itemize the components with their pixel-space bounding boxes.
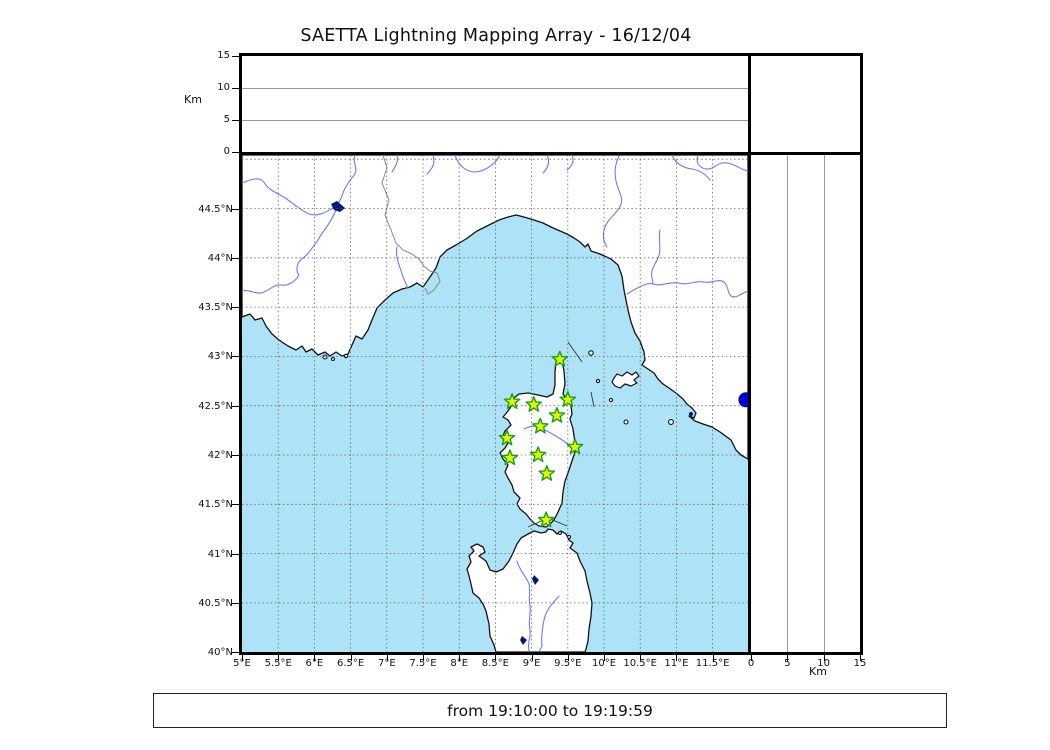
station-star-marker bbox=[501, 449, 519, 466]
station-star-marker bbox=[548, 406, 566, 423]
altitude-axis-label-top: Km bbox=[184, 93, 202, 106]
station-markers bbox=[498, 350, 584, 528]
altitude-tick-mark-top bbox=[232, 56, 239, 57]
lat-tick-label: 43.5°N bbox=[198, 302, 233, 314]
altitude-tick-label-top: 15 bbox=[217, 50, 230, 61]
station-star-marker bbox=[503, 393, 521, 409]
page-title: SAETTA Lightning Mapping Array - 16/12/0… bbox=[300, 26, 692, 46]
lat-tick-label: 44°N bbox=[207, 252, 233, 264]
lon-tick-label: 11°E bbox=[664, 658, 689, 669]
lightning-event-dot bbox=[738, 392, 748, 408]
altitude-tick-mark-right bbox=[823, 655, 825, 661]
time-range-label: from 19:10:00 to 19:19:59 bbox=[447, 701, 653, 720]
lon-tick-mark bbox=[604, 655, 605, 661]
lat-tick-label: 42.5°N bbox=[198, 400, 233, 412]
lon-tick-mark bbox=[242, 655, 243, 661]
station-star-marker bbox=[525, 396, 543, 412]
lon-tick-label: 8.5°E bbox=[481, 658, 509, 669]
altitude-tick-mark-top bbox=[232, 88, 239, 89]
lon-tick-mark bbox=[712, 655, 714, 661]
lat-tick-mark bbox=[232, 307, 239, 309]
time-range-box: from 19:10:00 to 19:19:59 bbox=[153, 693, 947, 728]
lon-tick-label: 6°E bbox=[305, 658, 324, 669]
lakes bbox=[331, 201, 693, 645]
lat-tick-label: 41°N bbox=[207, 548, 233, 560]
lon-tick-label: 6.5°E bbox=[336, 658, 365, 669]
lon-tick-mark bbox=[676, 655, 678, 661]
corner-panel bbox=[748, 53, 863, 155]
station-star-marker bbox=[538, 465, 556, 481]
altitude-gridline bbox=[242, 88, 748, 89]
altitude-gridline bbox=[242, 120, 748, 121]
lon-tick-mark bbox=[350, 655, 352, 661]
graticule-gridlines bbox=[242, 155, 748, 652]
lon-tick-label: 10°E bbox=[591, 658, 617, 669]
lon-tick-label: 11.5°E bbox=[695, 658, 730, 669]
altitude-tick-mark-right bbox=[751, 655, 752, 661]
lat-tick-mark bbox=[232, 652, 239, 654]
altitude-gridline bbox=[823, 155, 825, 652]
station-star-marker bbox=[529, 446, 547, 463]
lat-tick-label: 44.5°N bbox=[198, 203, 233, 215]
map-canvas bbox=[242, 155, 748, 652]
lon-tick-mark bbox=[314, 655, 316, 661]
altitude-tick-label-top: 0 bbox=[223, 146, 230, 157]
lat-tick-mark bbox=[232, 208, 239, 210]
altitude-tick-mark-top bbox=[232, 152, 239, 153]
lat-tick-mark bbox=[232, 356, 239, 358]
lon-tick-label: 9.5°E bbox=[554, 658, 582, 669]
altitude-tick-label-top: 10 bbox=[217, 82, 230, 93]
altitude-latitude-panel bbox=[748, 152, 863, 655]
lat-tick-label: 40.5°N bbox=[198, 597, 233, 609]
lon-tick-mark bbox=[423, 655, 424, 661]
lon-tick-mark bbox=[640, 655, 642, 661]
station-star-marker bbox=[559, 391, 577, 407]
altitude-tick-mark-right bbox=[860, 655, 861, 661]
lon-tick-mark bbox=[278, 655, 280, 661]
altitude-tick-mark-right bbox=[787, 655, 789, 661]
station-star-marker bbox=[537, 511, 555, 528]
lon-tick-label: 8°E bbox=[450, 658, 469, 669]
altitude-tick-label-right: 5 bbox=[784, 658, 791, 669]
rivers bbox=[242, 155, 748, 652]
altitude-axis-label-right: Km bbox=[809, 665, 827, 678]
lat-tick-label: 41.5°N bbox=[198, 499, 233, 511]
station-star-marker bbox=[551, 350, 569, 367]
altitude-tick-label-right: 15 bbox=[853, 658, 867, 669]
lon-tick-mark bbox=[531, 655, 533, 661]
lon-tick-label: 5.5°E bbox=[264, 658, 292, 669]
altitude-longitude-panel bbox=[239, 53, 751, 155]
lon-tick-mark bbox=[495, 655, 497, 661]
lon-tick-label: 10.5°E bbox=[623, 658, 657, 669]
lat-tick-label: 43°N bbox=[207, 351, 233, 363]
lon-tick-mark bbox=[567, 655, 569, 661]
lon-tick-mark bbox=[386, 655, 388, 661]
altitude-tick-label-right: 0 bbox=[747, 658, 755, 669]
lat-tick-mark bbox=[232, 504, 239, 506]
altitude-tick-label-right: 10 bbox=[817, 658, 831, 669]
lat-tick-mark bbox=[232, 455, 239, 456]
lon-tick-label: 9°E bbox=[522, 658, 541, 669]
altitude-tick-mark-top bbox=[232, 120, 239, 121]
lon-tick-label: 5°E bbox=[233, 658, 251, 669]
station-star-marker bbox=[566, 438, 584, 455]
lat-tick-label: 42°N bbox=[207, 450, 233, 461]
lon-tick-label: 7.5°E bbox=[409, 658, 437, 669]
lon-tick-mark bbox=[459, 655, 461, 661]
lat-tick-mark bbox=[232, 553, 239, 555]
lat-tick-mark bbox=[232, 257, 239, 259]
country-border bbox=[381, 155, 441, 295]
altitude-gridline bbox=[787, 155, 789, 652]
lat-tick-mark bbox=[232, 405, 239, 407]
lat-tick-mark bbox=[232, 602, 239, 604]
altitude-tick-label-top: 5 bbox=[223, 114, 230, 125]
event-points bbox=[738, 392, 748, 408]
station-star-marker bbox=[531, 417, 549, 434]
lon-tick-label: 7°E bbox=[377, 658, 396, 669]
station-star-marker bbox=[498, 429, 516, 446]
coastline-elba bbox=[611, 371, 640, 389]
lat-tick-label: 40°N bbox=[207, 647, 233, 659]
